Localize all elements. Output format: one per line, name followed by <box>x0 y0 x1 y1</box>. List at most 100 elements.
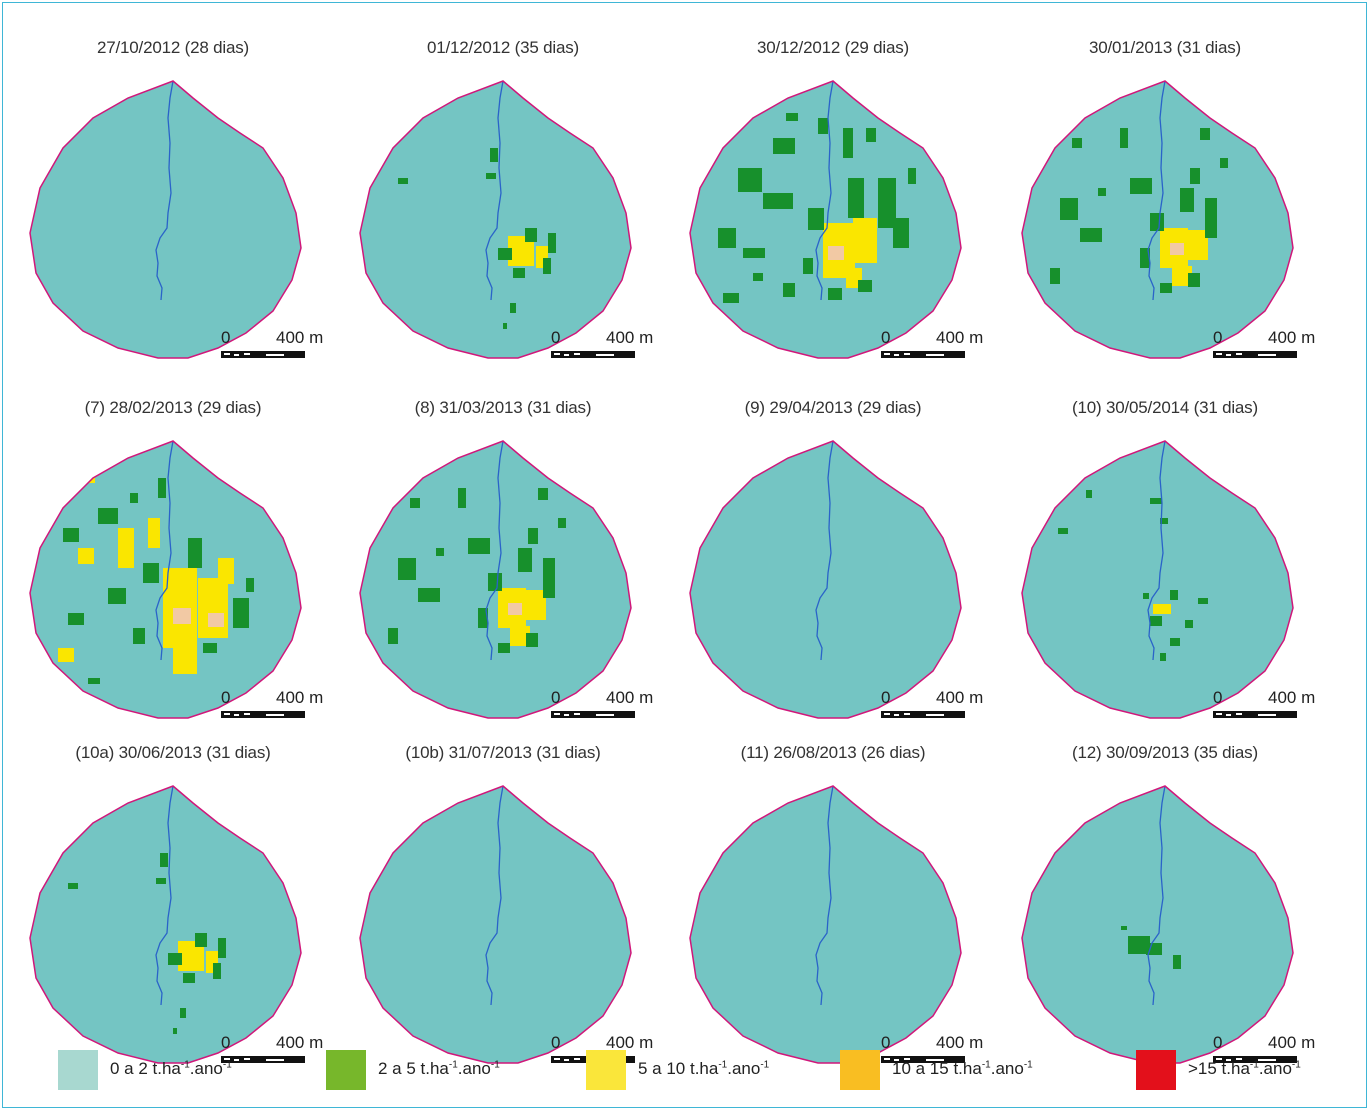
scale-bar <box>1213 351 1297 358</box>
scale-zero-label: 0 <box>881 1033 891 1052</box>
scale-bar <box>551 711 635 718</box>
map-panel: (8) 31/03/2013 (31 dias) 0 400 m <box>338 378 668 723</box>
erosion-patch <box>718 228 736 248</box>
erosion-patch <box>1173 955 1181 969</box>
erosion-patch <box>118 528 134 568</box>
erosion-patch <box>1160 518 1168 524</box>
watershed-area <box>30 786 301 1063</box>
map-date-title: 01/12/2012 (35 dias) <box>427 38 579 57</box>
erosion-patch <box>1160 283 1172 293</box>
map-date-title: 30/12/2012 (29 dias) <box>757 38 909 57</box>
erosion-map <box>1021 80 1297 359</box>
stream-line <box>815 440 834 661</box>
erosion-patch <box>490 148 498 162</box>
map-panel: 30/01/2013 (31 dias) 0 400 m <box>1000 18 1330 363</box>
erosion-patch <box>526 633 538 647</box>
map-panel: (10) 30/05/2014 (31 dias) 0 400 m <box>1000 378 1330 723</box>
scale-zero-label: 0 <box>221 328 231 347</box>
stream-line <box>815 785 834 1006</box>
erosion-patch <box>1060 198 1078 220</box>
erosion-patch <box>1086 490 1092 498</box>
erosion-patch <box>388 628 398 644</box>
erosion-patch <box>198 578 228 638</box>
erosion-patch <box>98 508 118 524</box>
erosion-patch <box>783 283 795 297</box>
erosion-patch <box>828 288 842 300</box>
erosion-patch <box>525 228 537 242</box>
erosion-patch <box>510 303 516 313</box>
erosion-patch <box>130 493 138 503</box>
watershed-area <box>690 81 961 358</box>
watershed-area <box>690 441 961 718</box>
map-panel: 30/12/2012 (29 dias) 0 400 m <box>668 18 998 363</box>
erosion-patch <box>1130 178 1152 194</box>
map-date-title: (7) 28/02/2013 (29 dias) <box>84 398 262 417</box>
map-date-title: (11) 26/08/2013 (26 dias) <box>740 743 926 762</box>
erosion-patch <box>410 498 420 508</box>
erosion-patch <box>168 953 182 965</box>
watershed-area <box>30 81 301 358</box>
erosion-patch <box>1098 188 1106 196</box>
erosion-patch <box>158 478 166 498</box>
erosion-patch <box>1190 168 1200 184</box>
erosion-patch <box>763 193 793 209</box>
erosion-patch <box>233 598 249 628</box>
scale-zero-label: 0 <box>1213 1033 1223 1052</box>
watershed-boundary <box>29 80 302 359</box>
erosion-patch <box>1160 653 1166 661</box>
scale-zero-label: 0 <box>551 328 561 347</box>
erosion-patch <box>908 168 916 184</box>
map-date-title: (8) 31/03/2013 (31 dias) <box>414 398 592 417</box>
legend-swatch <box>1136 1050 1176 1090</box>
erosion-patch <box>1172 266 1192 286</box>
stream-line <box>155 785 174 1006</box>
erosion-patch <box>1150 213 1164 231</box>
erosion-patch <box>1150 498 1162 504</box>
scale-bar <box>1213 711 1297 718</box>
erosion-map <box>689 80 965 359</box>
erosion-patch <box>183 973 195 983</box>
map-date-title: (10) 30/05/2014 (31 dias) <box>1072 398 1258 417</box>
legend-label: 2 a 5 t.ha-1.ano-1 <box>378 1059 500 1078</box>
erosion-patch <box>893 218 909 248</box>
erosion-map <box>29 785 305 1064</box>
map-date-title: 30/01/2013 (31 dias) <box>1089 38 1241 57</box>
erosion-patch <box>543 258 551 274</box>
scale-distance-label: 400 m <box>1268 328 1316 347</box>
erosion-patch <box>1185 620 1193 628</box>
map-date-title: (10a) 30/06/2013 (31 dias) <box>75 743 271 762</box>
scale-zero-label: 0 <box>881 688 891 707</box>
erosion-patch <box>1153 604 1171 614</box>
erosion-patch <box>1200 128 1210 140</box>
erosion-patch <box>398 178 408 184</box>
scale-distance-label: 400 m <box>1268 1033 1316 1052</box>
erosion-patch <box>63 528 79 542</box>
erosion-patch <box>108 588 126 604</box>
scale-distance-label: 400 m <box>936 1033 984 1052</box>
erosion-patch <box>58 648 74 662</box>
scale-bar <box>881 1056 965 1063</box>
erosion-patch <box>526 590 546 620</box>
erosion-patch <box>753 273 763 281</box>
legend-label: 0 a 2 t.ha-1.ano-1 <box>110 1059 232 1078</box>
erosion-patch <box>180 1008 186 1018</box>
erosion-patch <box>218 938 226 958</box>
stream-line <box>1147 80 1166 301</box>
watershed-area <box>690 786 961 1063</box>
legend-label: 10 a 15 t.ha-1.ano-1 <box>892 1059 1033 1078</box>
stream-line <box>1147 785 1166 1006</box>
scale-bar <box>221 351 305 358</box>
erosion-patch <box>156 878 166 884</box>
erosion-patch <box>1058 528 1068 534</box>
erosion-patch <box>208 613 224 627</box>
erosion-patch <box>513 268 525 278</box>
scale-zero-label: 0 <box>221 688 231 707</box>
watershed-boundary <box>29 440 302 719</box>
map-date-title: (10b) 31/07/2013 (31 dias) <box>405 743 601 762</box>
erosion-patch <box>803 258 813 274</box>
scale-distance-label: 400 m <box>276 328 324 347</box>
scale-distance-label: 400 m <box>606 328 654 347</box>
stream-line <box>485 785 504 1006</box>
erosion-patch <box>786 113 798 121</box>
